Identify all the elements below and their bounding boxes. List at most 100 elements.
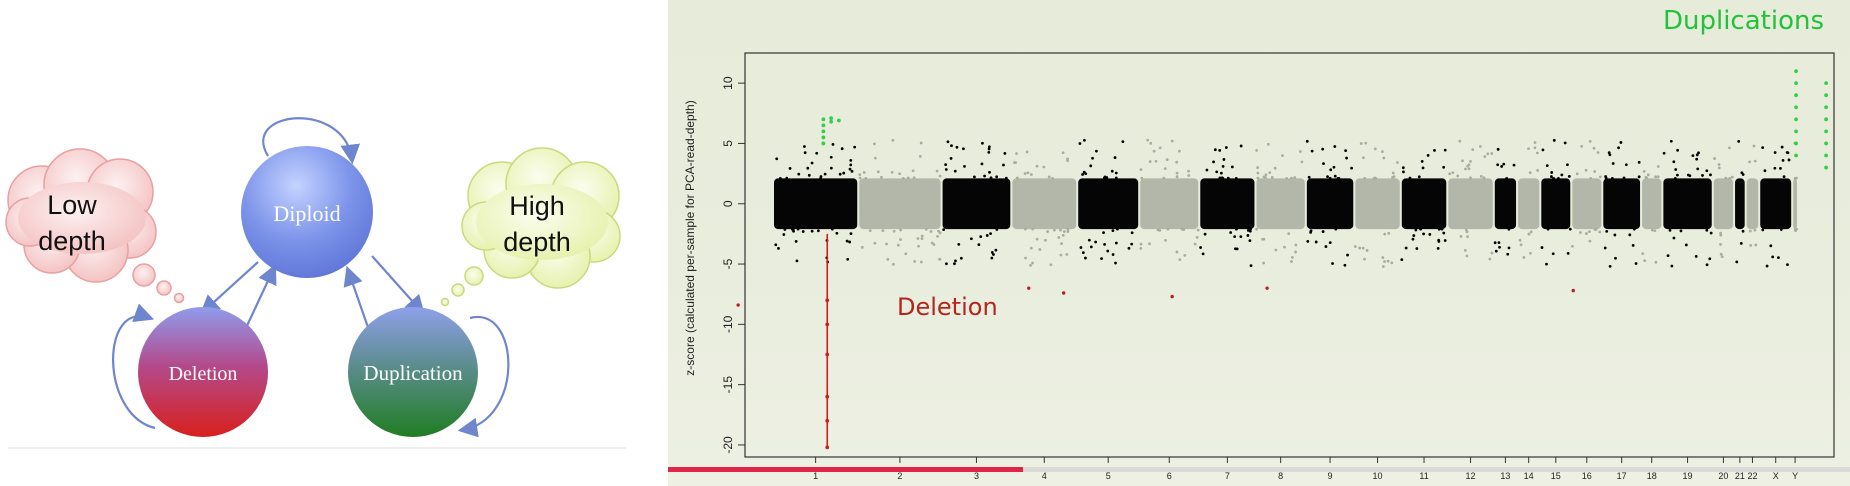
point-chr18	[1646, 173, 1650, 177]
point-chr15	[1545, 164, 1549, 168]
point-chr12	[1464, 228, 1468, 232]
point-chr3	[944, 262, 948, 266]
point-chr5	[1103, 175, 1107, 179]
point-chr6	[1139, 168, 1143, 171]
point-chr8	[1256, 176, 1260, 180]
point-chr8	[1270, 175, 1274, 179]
video-progress-fill	[668, 467, 1023, 472]
point-chr1	[803, 145, 806, 148]
point-chr3	[969, 237, 973, 241]
point-chr10	[1387, 231, 1391, 235]
point-chr5	[1103, 242, 1106, 246]
point-chr19	[1688, 174, 1692, 178]
point-chr12	[1451, 171, 1455, 175]
point-chr7	[1224, 146, 1228, 149]
point-chr1	[807, 173, 811, 177]
point-chr2	[881, 229, 885, 233]
point-chr15	[1567, 174, 1571, 178]
deletion-point	[825, 418, 830, 423]
point-chr2	[898, 172, 902, 176]
point-chr11	[1404, 246, 1408, 250]
point-chr17	[1603, 246, 1607, 250]
point-chr1	[792, 229, 795, 233]
point-chr1	[848, 167, 852, 171]
deletion-point	[825, 394, 830, 399]
point-chr9	[1336, 177, 1340, 180]
point-chr3	[994, 248, 998, 252]
point-chr9	[1345, 156, 1348, 160]
point-chr8	[1274, 248, 1278, 252]
point-chr14	[1527, 147, 1530, 151]
point-chr9	[1310, 149, 1314, 153]
point-chr20	[1730, 175, 1734, 179]
point-chr8	[1281, 154, 1284, 158]
point-chr11	[1419, 227, 1422, 231]
point-chr6	[1149, 141, 1153, 145]
point-chr2	[892, 229, 896, 233]
point-chr6	[1175, 250, 1179, 254]
point-chr7	[1218, 176, 1222, 180]
x-tick-label-18: 18	[1647, 471, 1657, 481]
point-chr2	[862, 170, 866, 174]
point-chr12	[1465, 254, 1469, 258]
point-chr12	[1467, 167, 1471, 171]
point-chr19	[1705, 263, 1709, 267]
point-chr6	[1146, 138, 1150, 142]
x-tick-label-4: 4	[1042, 471, 1047, 481]
point-chr3	[944, 168, 948, 171]
point-chr16	[1578, 231, 1582, 234]
x-tick-label-10: 10	[1373, 471, 1383, 481]
point-chr1	[775, 157, 779, 161]
point-chr13	[1496, 163, 1500, 167]
point-chr9	[1334, 227, 1338, 231]
point-chr9	[1328, 176, 1332, 180]
point-chr3	[992, 253, 995, 256]
point-chr5	[1127, 246, 1131, 250]
x-tick-label-15: 15	[1551, 471, 1561, 481]
point-chr2	[858, 173, 862, 177]
point-chr11	[1428, 233, 1432, 236]
y-tick-label: -20	[721, 436, 735, 454]
chromosome-band-10	[1355, 178, 1400, 230]
point-chr3	[979, 235, 983, 239]
point-chr20	[1728, 146, 1731, 150]
point-chr6	[1175, 171, 1179, 175]
point-chr4	[1066, 227, 1070, 231]
point-chr15	[1541, 148, 1545, 152]
x-tick-label-17: 17	[1617, 471, 1627, 481]
point-chr3	[995, 228, 999, 231]
point-chr5	[1111, 229, 1115, 233]
point-chr7	[1220, 176, 1224, 180]
point-chr2	[912, 176, 916, 180]
point-chr16	[1593, 170, 1597, 173]
point-chr15	[1568, 227, 1572, 231]
point-chr4	[1025, 150, 1029, 154]
video-progress-bar[interactable]	[668, 467, 1850, 472]
point-chr10	[1361, 246, 1365, 250]
point-chr2	[920, 234, 924, 238]
point-chr8	[1290, 260, 1293, 263]
point-chr1	[782, 233, 786, 236]
point-chr7	[1215, 170, 1219, 174]
point-chr7	[1249, 227, 1252, 231]
point-chr20	[1719, 233, 1723, 237]
point-chr17	[1637, 175, 1641, 179]
point-chr18	[1650, 228, 1654, 232]
point-chr7	[1199, 246, 1202, 249]
x-tick-label-Y: Y	[1792, 471, 1798, 481]
point-chr14	[1535, 151, 1539, 155]
point-chr5	[1106, 249, 1110, 253]
arrow-duplication-self	[457, 315, 510, 438]
point-chr6	[1170, 139, 1174, 143]
y-axis-label: z-score (calculated per-sample for PCA-r…	[683, 100, 697, 376]
point-chr7	[1205, 168, 1209, 172]
point-chr17	[1607, 151, 1611, 155]
point-chr5	[1081, 251, 1085, 255]
point-chr11	[1401, 166, 1405, 170]
point-chrY	[1793, 177, 1797, 180]
point-chr3	[942, 228, 946, 231]
point-chr14	[1528, 171, 1532, 175]
point-chrX	[1779, 166, 1782, 170]
point-chr17	[1631, 243, 1635, 247]
